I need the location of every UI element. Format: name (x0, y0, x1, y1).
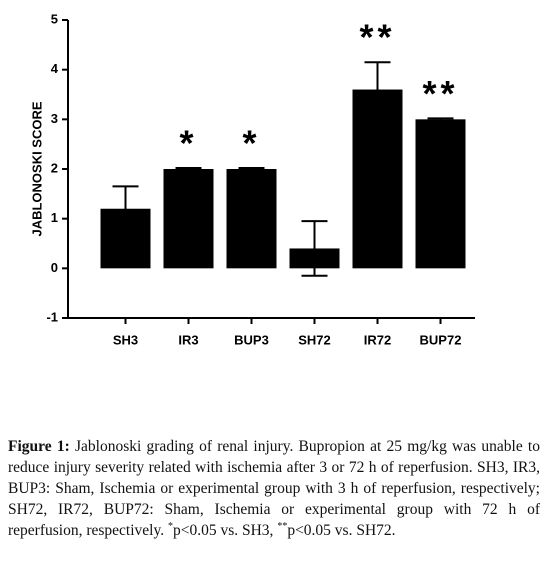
x-tick-label: BUP72 (420, 332, 462, 347)
caption-sup: * (167, 520, 173, 532)
chart: JABLONOSKI SCORE -1 0 1 2 3 4 5 SH3 IR3 * BUP3 * SH7… (29, 11, 475, 347)
significance-mark: * (179, 123, 197, 164)
caption-text: p<0.05 vs. SH3, (172, 522, 278, 539)
caption: Figure 1: Jablonoski grading of renal in… (8, 436, 540, 541)
x-tick-label: SH72 (298, 332, 331, 347)
bar (352, 89, 403, 269)
bar (415, 119, 466, 269)
y-tick-label: 3 (51, 111, 58, 126)
bar (163, 169, 214, 269)
y-axis-label: JABLONOSKI SCORE (29, 101, 44, 236)
bar (226, 169, 277, 269)
y-tick-label: 0 (51, 260, 58, 275)
x-tick-label: BUP3 (234, 332, 269, 347)
y-tick-label: -1 (46, 309, 58, 324)
y-tick-label: 4 (51, 61, 59, 76)
caption-label: Figure 1: (8, 438, 70, 455)
significance-mark: ** (359, 17, 395, 58)
caption-text: p<0.05 vs. SH72. (287, 522, 396, 539)
x-tick-label: IR3 (178, 332, 198, 347)
significance-mark: * (242, 123, 260, 164)
y-tick-label: 2 (51, 160, 58, 175)
significance-mark: ** (422, 73, 458, 114)
x-tick-label: SH3 (113, 332, 138, 347)
caption-text: Jablonoski grading of renal injury. Bupr… (8, 438, 540, 539)
x-tick-label: IR72 (364, 332, 391, 347)
y-tick-label: 5 (51, 11, 58, 26)
y-tick-label: 1 (51, 210, 58, 225)
caption-sup: ** (277, 520, 288, 532)
